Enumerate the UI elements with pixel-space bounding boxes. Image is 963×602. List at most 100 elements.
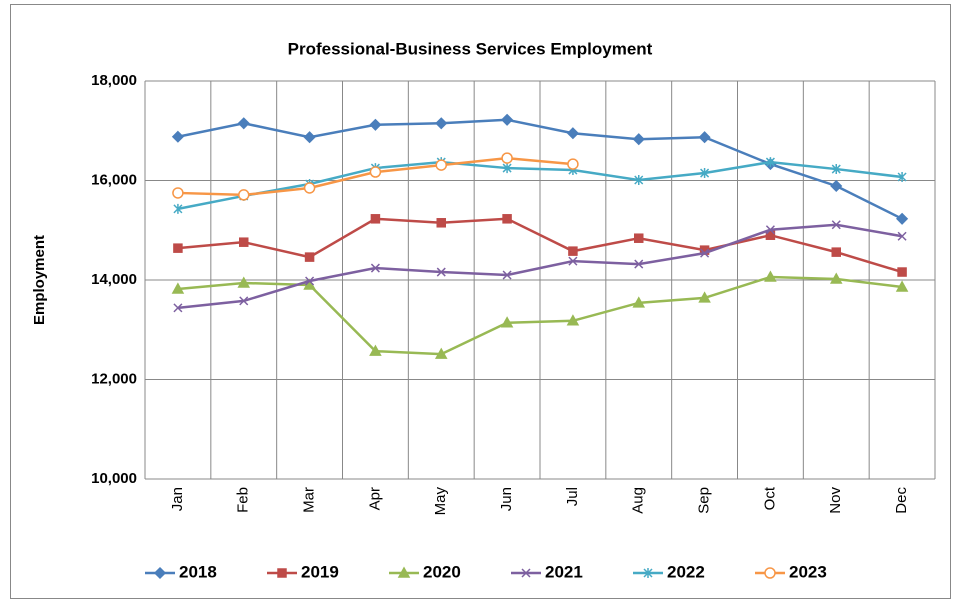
marker xyxy=(501,152,513,164)
marker xyxy=(436,267,446,277)
marker xyxy=(239,296,249,306)
marker xyxy=(434,347,448,359)
marker xyxy=(765,225,775,235)
series xyxy=(172,152,579,201)
marker xyxy=(171,130,184,143)
marker xyxy=(501,113,514,126)
y-tick-label: 18,000 xyxy=(91,72,137,89)
x-tick-label: May xyxy=(432,487,449,516)
marker xyxy=(436,218,446,228)
legend-label: 2020 xyxy=(423,562,461,581)
marker xyxy=(829,272,843,284)
marker xyxy=(568,256,578,266)
marker xyxy=(304,252,315,262)
marker xyxy=(369,166,382,178)
x-tick-label: Sep xyxy=(696,487,713,514)
marker xyxy=(700,248,710,258)
marker xyxy=(764,567,776,579)
x-tick-label: Jun xyxy=(498,487,515,511)
marker xyxy=(173,303,183,313)
legend-label: 2021 xyxy=(545,562,583,581)
legend-label: 2022 xyxy=(667,562,705,581)
marker xyxy=(567,158,579,170)
marker xyxy=(831,220,841,230)
legend-label: 2023 xyxy=(789,562,827,581)
marker xyxy=(435,159,447,171)
marker xyxy=(698,131,711,144)
marker xyxy=(634,233,644,243)
x-tick-label: Aug xyxy=(630,487,647,514)
marker xyxy=(831,164,841,175)
y-tick-label: 14,000 xyxy=(91,271,137,288)
series-line xyxy=(177,217,903,274)
marker xyxy=(765,157,775,168)
x-tick-label: Oct xyxy=(761,486,778,510)
marker xyxy=(634,259,644,269)
marker xyxy=(237,276,251,288)
marker xyxy=(239,237,249,247)
marker xyxy=(153,566,167,580)
marker xyxy=(634,175,644,186)
x-tick-label: Nov xyxy=(827,487,844,514)
marker xyxy=(764,270,777,282)
series-line xyxy=(177,118,903,220)
x-tick-label: Apr xyxy=(366,487,383,510)
chart-title: Professional-Business Services Employmen… xyxy=(288,39,653,58)
marker xyxy=(171,282,185,294)
marker xyxy=(173,243,183,253)
marker xyxy=(172,187,184,199)
series-line xyxy=(177,160,903,211)
marker xyxy=(277,568,287,578)
marker xyxy=(303,182,316,194)
x-tick-label: Dec xyxy=(893,487,910,514)
marker xyxy=(369,344,382,356)
marker xyxy=(897,172,907,183)
marker xyxy=(502,270,512,280)
marker xyxy=(502,214,512,224)
chart-frame xyxy=(10,4,951,599)
x-tick-label: Feb xyxy=(235,487,252,513)
marker xyxy=(830,179,843,193)
marker xyxy=(895,280,909,292)
marker xyxy=(435,117,448,130)
marker xyxy=(897,267,907,277)
marker xyxy=(173,203,183,214)
marker xyxy=(370,263,380,273)
series-line xyxy=(177,223,903,310)
series xyxy=(171,113,909,225)
marker xyxy=(500,316,514,328)
marker xyxy=(896,212,909,225)
marker xyxy=(831,247,841,257)
legend-label: 2018 xyxy=(179,562,217,581)
series xyxy=(173,220,907,313)
marker xyxy=(632,133,645,146)
marker xyxy=(397,566,411,578)
marker xyxy=(566,314,580,326)
y-tick-label: 10,000 xyxy=(91,470,137,487)
marker xyxy=(305,276,315,286)
marker xyxy=(566,127,579,140)
marker xyxy=(765,230,776,240)
marker xyxy=(502,163,512,174)
y-axis-label: Employment xyxy=(31,235,48,325)
marker xyxy=(370,214,381,224)
marker xyxy=(568,246,578,256)
y-tick-label: 12,000 xyxy=(91,370,137,387)
x-tick-label: Mar xyxy=(301,487,318,513)
marker xyxy=(643,568,653,578)
marker xyxy=(237,117,250,130)
marker xyxy=(897,231,907,241)
legend-label: 2019 xyxy=(301,562,339,581)
marker xyxy=(632,296,646,308)
marker xyxy=(238,189,250,201)
marker xyxy=(698,291,711,303)
marker xyxy=(303,131,316,144)
marker xyxy=(521,568,531,578)
x-tick-label: Jan xyxy=(169,487,186,511)
marker xyxy=(700,168,710,179)
x-tick-label: Jul xyxy=(564,487,581,506)
y-tick-label: 16,000 xyxy=(91,171,137,188)
series xyxy=(173,214,907,277)
